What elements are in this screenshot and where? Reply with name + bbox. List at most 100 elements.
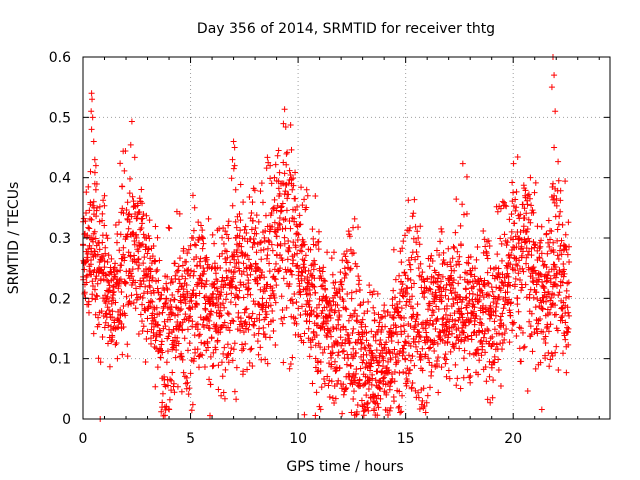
data-point — [353, 263, 360, 270]
data-point — [125, 301, 132, 308]
data-point — [395, 339, 402, 346]
data-point — [262, 356, 269, 363]
data-point — [103, 310, 110, 317]
data-point — [425, 345, 432, 352]
data-point — [232, 235, 239, 242]
data-point — [445, 331, 452, 338]
y-tick-label: 0.3 — [49, 231, 71, 247]
data-point — [548, 84, 555, 91]
data-point — [513, 333, 520, 340]
data-point — [510, 244, 517, 251]
data-point — [152, 383, 159, 390]
data-point — [545, 239, 552, 246]
data-point — [164, 286, 171, 293]
data-point — [455, 280, 462, 287]
data-point — [402, 356, 409, 363]
data-point — [150, 329, 157, 336]
data-point — [557, 187, 564, 194]
data-point — [540, 262, 547, 269]
data-point — [292, 242, 299, 249]
data-point — [251, 187, 258, 194]
data-point — [295, 231, 302, 238]
data-point — [105, 288, 112, 295]
data-point — [361, 310, 368, 317]
data-point — [346, 373, 353, 380]
data-point — [261, 274, 268, 281]
data-point — [156, 296, 163, 303]
data-point — [323, 313, 330, 320]
data-point — [329, 349, 336, 356]
data-point — [407, 277, 414, 284]
data-point — [110, 288, 117, 295]
data-point — [91, 169, 98, 176]
data-point — [455, 337, 462, 344]
y-tick-label: 0 — [62, 412, 71, 428]
data-point — [335, 377, 342, 384]
data-point — [536, 276, 543, 283]
data-point — [146, 217, 153, 224]
data-point — [507, 300, 514, 307]
data-point — [237, 279, 244, 286]
data-point — [83, 209, 90, 216]
data-point — [486, 373, 493, 380]
data-point — [486, 305, 493, 312]
data-point — [352, 260, 359, 267]
data-point — [237, 282, 244, 289]
data-point — [345, 317, 352, 324]
data-point — [436, 296, 443, 303]
data-point — [466, 374, 473, 381]
data-point — [515, 270, 522, 277]
data-point — [515, 235, 522, 242]
data-point — [91, 156, 98, 163]
data-point — [277, 180, 284, 187]
data-point — [257, 344, 264, 351]
data-point — [228, 345, 235, 352]
data-point — [538, 299, 545, 306]
data-point — [229, 202, 236, 209]
data-point — [280, 120, 287, 127]
data-point — [553, 343, 560, 350]
data-point — [408, 284, 415, 291]
data-point — [376, 341, 383, 348]
data-point — [195, 219, 202, 226]
data-point — [455, 308, 462, 315]
data-point — [160, 305, 167, 312]
data-point — [286, 365, 293, 372]
data-point — [524, 197, 531, 204]
data-point — [151, 304, 158, 311]
data-point — [202, 258, 209, 265]
data-point — [226, 327, 233, 334]
data-point — [532, 365, 539, 372]
data-point — [190, 272, 197, 279]
data-point — [125, 211, 132, 218]
data-point — [266, 228, 273, 235]
data-point — [215, 362, 222, 369]
data-point — [137, 277, 144, 284]
data-point — [189, 401, 196, 408]
data-point — [228, 290, 235, 297]
data-point — [449, 316, 456, 323]
data-point — [450, 343, 457, 350]
data-point — [177, 299, 184, 306]
data-point — [158, 408, 165, 415]
data-point — [288, 296, 295, 303]
data-point — [99, 210, 106, 217]
data-point — [83, 189, 90, 196]
data-point — [527, 273, 534, 280]
data-point — [274, 152, 281, 159]
data-point — [256, 317, 263, 324]
data-point — [343, 271, 350, 278]
data-point — [307, 246, 314, 253]
data-point — [96, 203, 103, 210]
data-point — [105, 340, 112, 347]
data-point — [125, 225, 132, 232]
data-point — [230, 165, 237, 172]
data-point — [376, 319, 383, 326]
data-point — [225, 218, 232, 225]
data-point — [264, 245, 271, 252]
data-point — [247, 291, 254, 298]
data-point — [101, 202, 108, 209]
data-point — [166, 225, 173, 232]
data-point — [193, 300, 200, 307]
data-point — [497, 382, 504, 389]
